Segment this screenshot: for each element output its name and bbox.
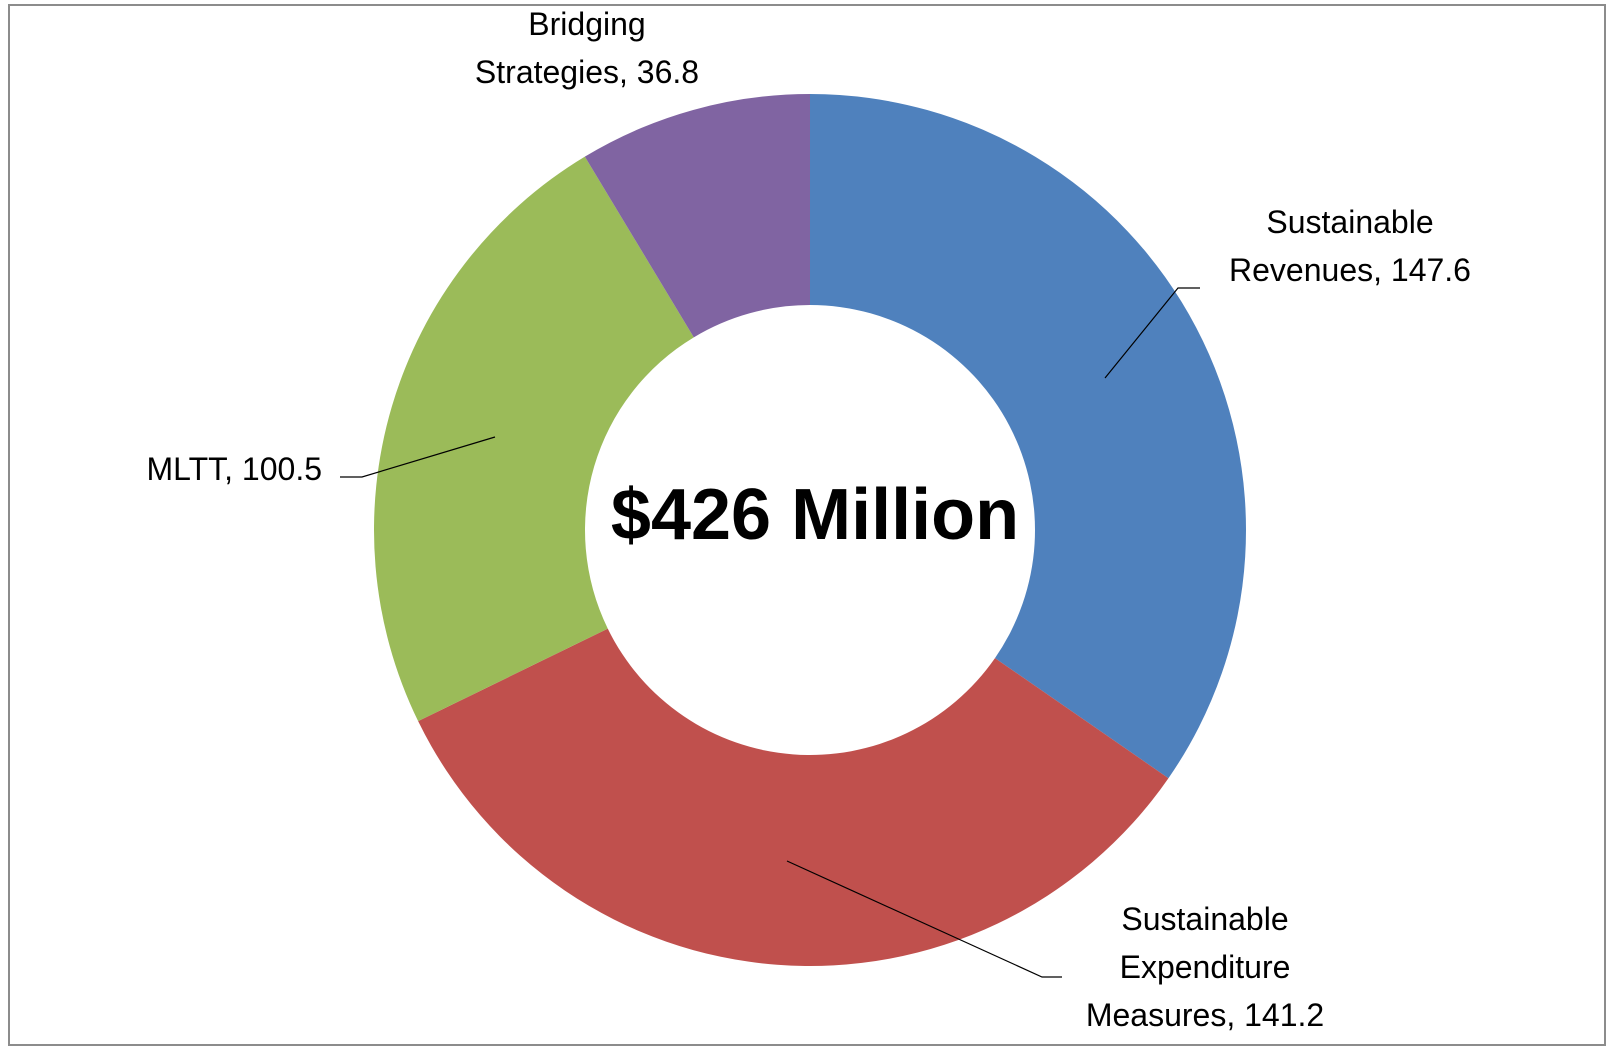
leader-lines-layer <box>340 287 1200 978</box>
data-label-line: Measures, 141.2 <box>1086 997 1324 1033</box>
data-label-line: Expenditure <box>1120 949 1291 985</box>
donut-slice-bridging-strategies <box>584 94 810 338</box>
data-label-bridging-strategies: Bridging Strategies, 36.8 <box>475 6 699 90</box>
donut-slice-mltt <box>373 156 694 722</box>
data-label-line: Sustainable <box>1266 204 1433 240</box>
donut-slice-sustainable-revenues <box>810 94 1246 779</box>
data-label-mltt: MLTT, 100.5 <box>147 451 322 487</box>
data-label-line: Revenues, 147.6 <box>1229 252 1471 288</box>
leader-line-mltt <box>340 436 496 478</box>
leader-line-sustainable-expenditure-measures <box>786 860 1062 978</box>
data-label-sustainable-expenditure-measures: Sustainable Expenditure Measures, 141.2 <box>1086 901 1324 1033</box>
data-labels-layer: Sustainable Revenues, 147.6 Sustainable Exp… <box>147 6 1471 1033</box>
data-label-line: MLTT, 100.5 <box>147 451 322 487</box>
donut-slice-sustainable-expenditure-measures <box>418 628 1169 966</box>
slices-layer <box>373 94 1246 966</box>
data-label-line: Strategies, 36.8 <box>475 54 699 90</box>
data-label-sustainable-revenues: Sustainable Revenues, 147.6 <box>1229 204 1471 288</box>
data-label-line: Bridging <box>528 6 645 42</box>
leader-line-sustainable-revenues <box>1104 287 1200 379</box>
center-total-label: $426 Million <box>611 475 1019 555</box>
data-label-line: Sustainable <box>1121 901 1288 937</box>
